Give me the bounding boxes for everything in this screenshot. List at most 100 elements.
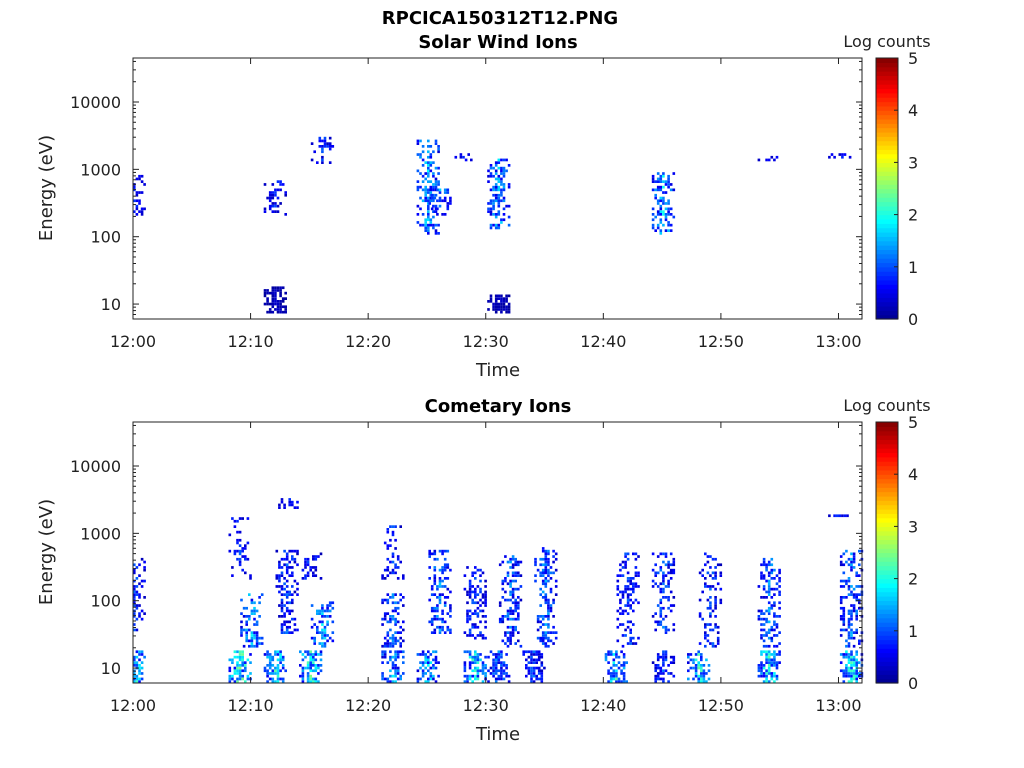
heatmap-cell bbox=[280, 500, 284, 504]
heatmap-cell bbox=[276, 674, 280, 678]
heatmap-cell bbox=[775, 574, 779, 577]
heatmap-cell bbox=[304, 563, 307, 567]
heatmap-cell bbox=[511, 625, 515, 629]
heatmap-cell bbox=[468, 596, 472, 599]
heatmap-cell bbox=[487, 174, 490, 178]
heatmap-cell bbox=[525, 674, 528, 678]
heatmap-cell bbox=[135, 585, 139, 588]
heatmap-cell bbox=[654, 664, 657, 667]
heatmap-cell bbox=[609, 674, 613, 678]
heatmap-cell bbox=[391, 615, 395, 618]
heatmap-cell bbox=[253, 634, 256, 637]
heatmap-cell bbox=[762, 587, 766, 591]
heatmap-cell bbox=[672, 571, 676, 575]
heatmap-cell bbox=[767, 606, 771, 610]
heatmap-cell bbox=[547, 604, 550, 607]
heatmap-cell bbox=[522, 650, 525, 654]
heatmap-cell bbox=[622, 653, 626, 656]
heatmap-cell bbox=[765, 677, 768, 681]
heatmap-cell bbox=[855, 593, 858, 596]
heatmap-cell bbox=[498, 620, 502, 624]
heatmap-cell bbox=[552, 615, 555, 618]
heatmap-cell bbox=[497, 196, 501, 200]
heatmap-cell bbox=[709, 596, 712, 599]
colorbar-segment bbox=[876, 279, 898, 285]
heatmap-cell bbox=[492, 308, 495, 311]
heatmap-cell bbox=[274, 294, 277, 298]
heatmap-cell bbox=[847, 661, 851, 664]
heatmap-cell bbox=[664, 215, 668, 219]
x-tick-label: 12:00 bbox=[110, 332, 156, 351]
heatmap-cell bbox=[476, 655, 480, 659]
heatmap-cell bbox=[441, 585, 444, 588]
heatmap-cell bbox=[659, 623, 663, 626]
heatmap-cell bbox=[313, 639, 316, 643]
heatmap-cell bbox=[318, 145, 322, 148]
heatmap-cell bbox=[626, 557, 630, 561]
heatmap-cell bbox=[692, 658, 695, 662]
heatmap-cell bbox=[839, 596, 843, 599]
heatmap-cell bbox=[238, 557, 242, 561]
heatmap-cell bbox=[549, 606, 553, 610]
heatmap-cell bbox=[762, 617, 766, 621]
colorbar-segment bbox=[876, 88, 898, 94]
heatmap-cell bbox=[135, 650, 139, 654]
heatmap-cell bbox=[839, 661, 843, 664]
heatmap-cell bbox=[540, 674, 544, 678]
heatmap-cell bbox=[651, 180, 655, 183]
heatmap-cell bbox=[428, 552, 431, 556]
colorbar-segment bbox=[876, 482, 898, 488]
heatmap-cell bbox=[436, 213, 439, 216]
colorbar-segment bbox=[876, 522, 898, 527]
heatmap-cell bbox=[850, 593, 853, 596]
colorbar-segment bbox=[876, 92, 898, 98]
heatmap-cell bbox=[245, 620, 248, 624]
colorbar-segment bbox=[876, 435, 898, 440]
heatmap-cell bbox=[424, 666, 427, 670]
heatmap-cell bbox=[319, 653, 323, 656]
heatmap-cell bbox=[471, 669, 474, 673]
heatmap-cell bbox=[135, 628, 139, 632]
heatmap-cell bbox=[629, 639, 632, 643]
heatmap-cell bbox=[626, 620, 630, 624]
heatmap-cell bbox=[773, 644, 776, 648]
heatmap-cell bbox=[489, 166, 493, 170]
heatmap-cell bbox=[511, 601, 515, 605]
heatmap-cell bbox=[441, 579, 444, 583]
heatmap-cell bbox=[468, 615, 472, 618]
heatmap-cell bbox=[283, 582, 286, 586]
colorbar-segment bbox=[876, 422, 898, 427]
heatmap-cell bbox=[662, 655, 665, 659]
heatmap-cell bbox=[279, 300, 282, 303]
heatmap-cell bbox=[389, 620, 392, 624]
heatmap-cell bbox=[632, 590, 635, 594]
heatmap-cell bbox=[396, 620, 400, 624]
heatmap-cell bbox=[502, 308, 506, 311]
colorbar-segment bbox=[876, 652, 898, 658]
heatmap-cell bbox=[433, 210, 437, 213]
heatmap-cell bbox=[402, 650, 405, 654]
heatmap-cell bbox=[427, 164, 430, 167]
heatmap-cell bbox=[517, 615, 520, 618]
heatmap-cell bbox=[394, 642, 397, 645]
heatmap-cell bbox=[767, 680, 771, 683]
heatmap-cell bbox=[855, 680, 858, 683]
heatmap-cell bbox=[544, 582, 548, 586]
heatmap-cell bbox=[711, 644, 715, 648]
heatmap-cell bbox=[427, 180, 430, 183]
colorbar-segment bbox=[876, 262, 898, 268]
heatmap-cell bbox=[858, 672, 861, 675]
heatmap-cell bbox=[500, 193, 503, 197]
heatmap-cell bbox=[313, 636, 316, 640]
heatmap-cell bbox=[773, 593, 776, 596]
heatmap-cell bbox=[291, 555, 294, 558]
heatmap-cell bbox=[847, 625, 851, 629]
heatmap-cell bbox=[306, 661, 310, 664]
heatmap-cell bbox=[778, 593, 781, 596]
heatmap-cell bbox=[505, 204, 508, 208]
heatmap-cell bbox=[474, 653, 477, 656]
heatmap-cell bbox=[463, 669, 467, 673]
heatmap-cell bbox=[291, 598, 294, 602]
heatmap-cell bbox=[852, 677, 856, 681]
heatmap-cell bbox=[319, 552, 323, 556]
